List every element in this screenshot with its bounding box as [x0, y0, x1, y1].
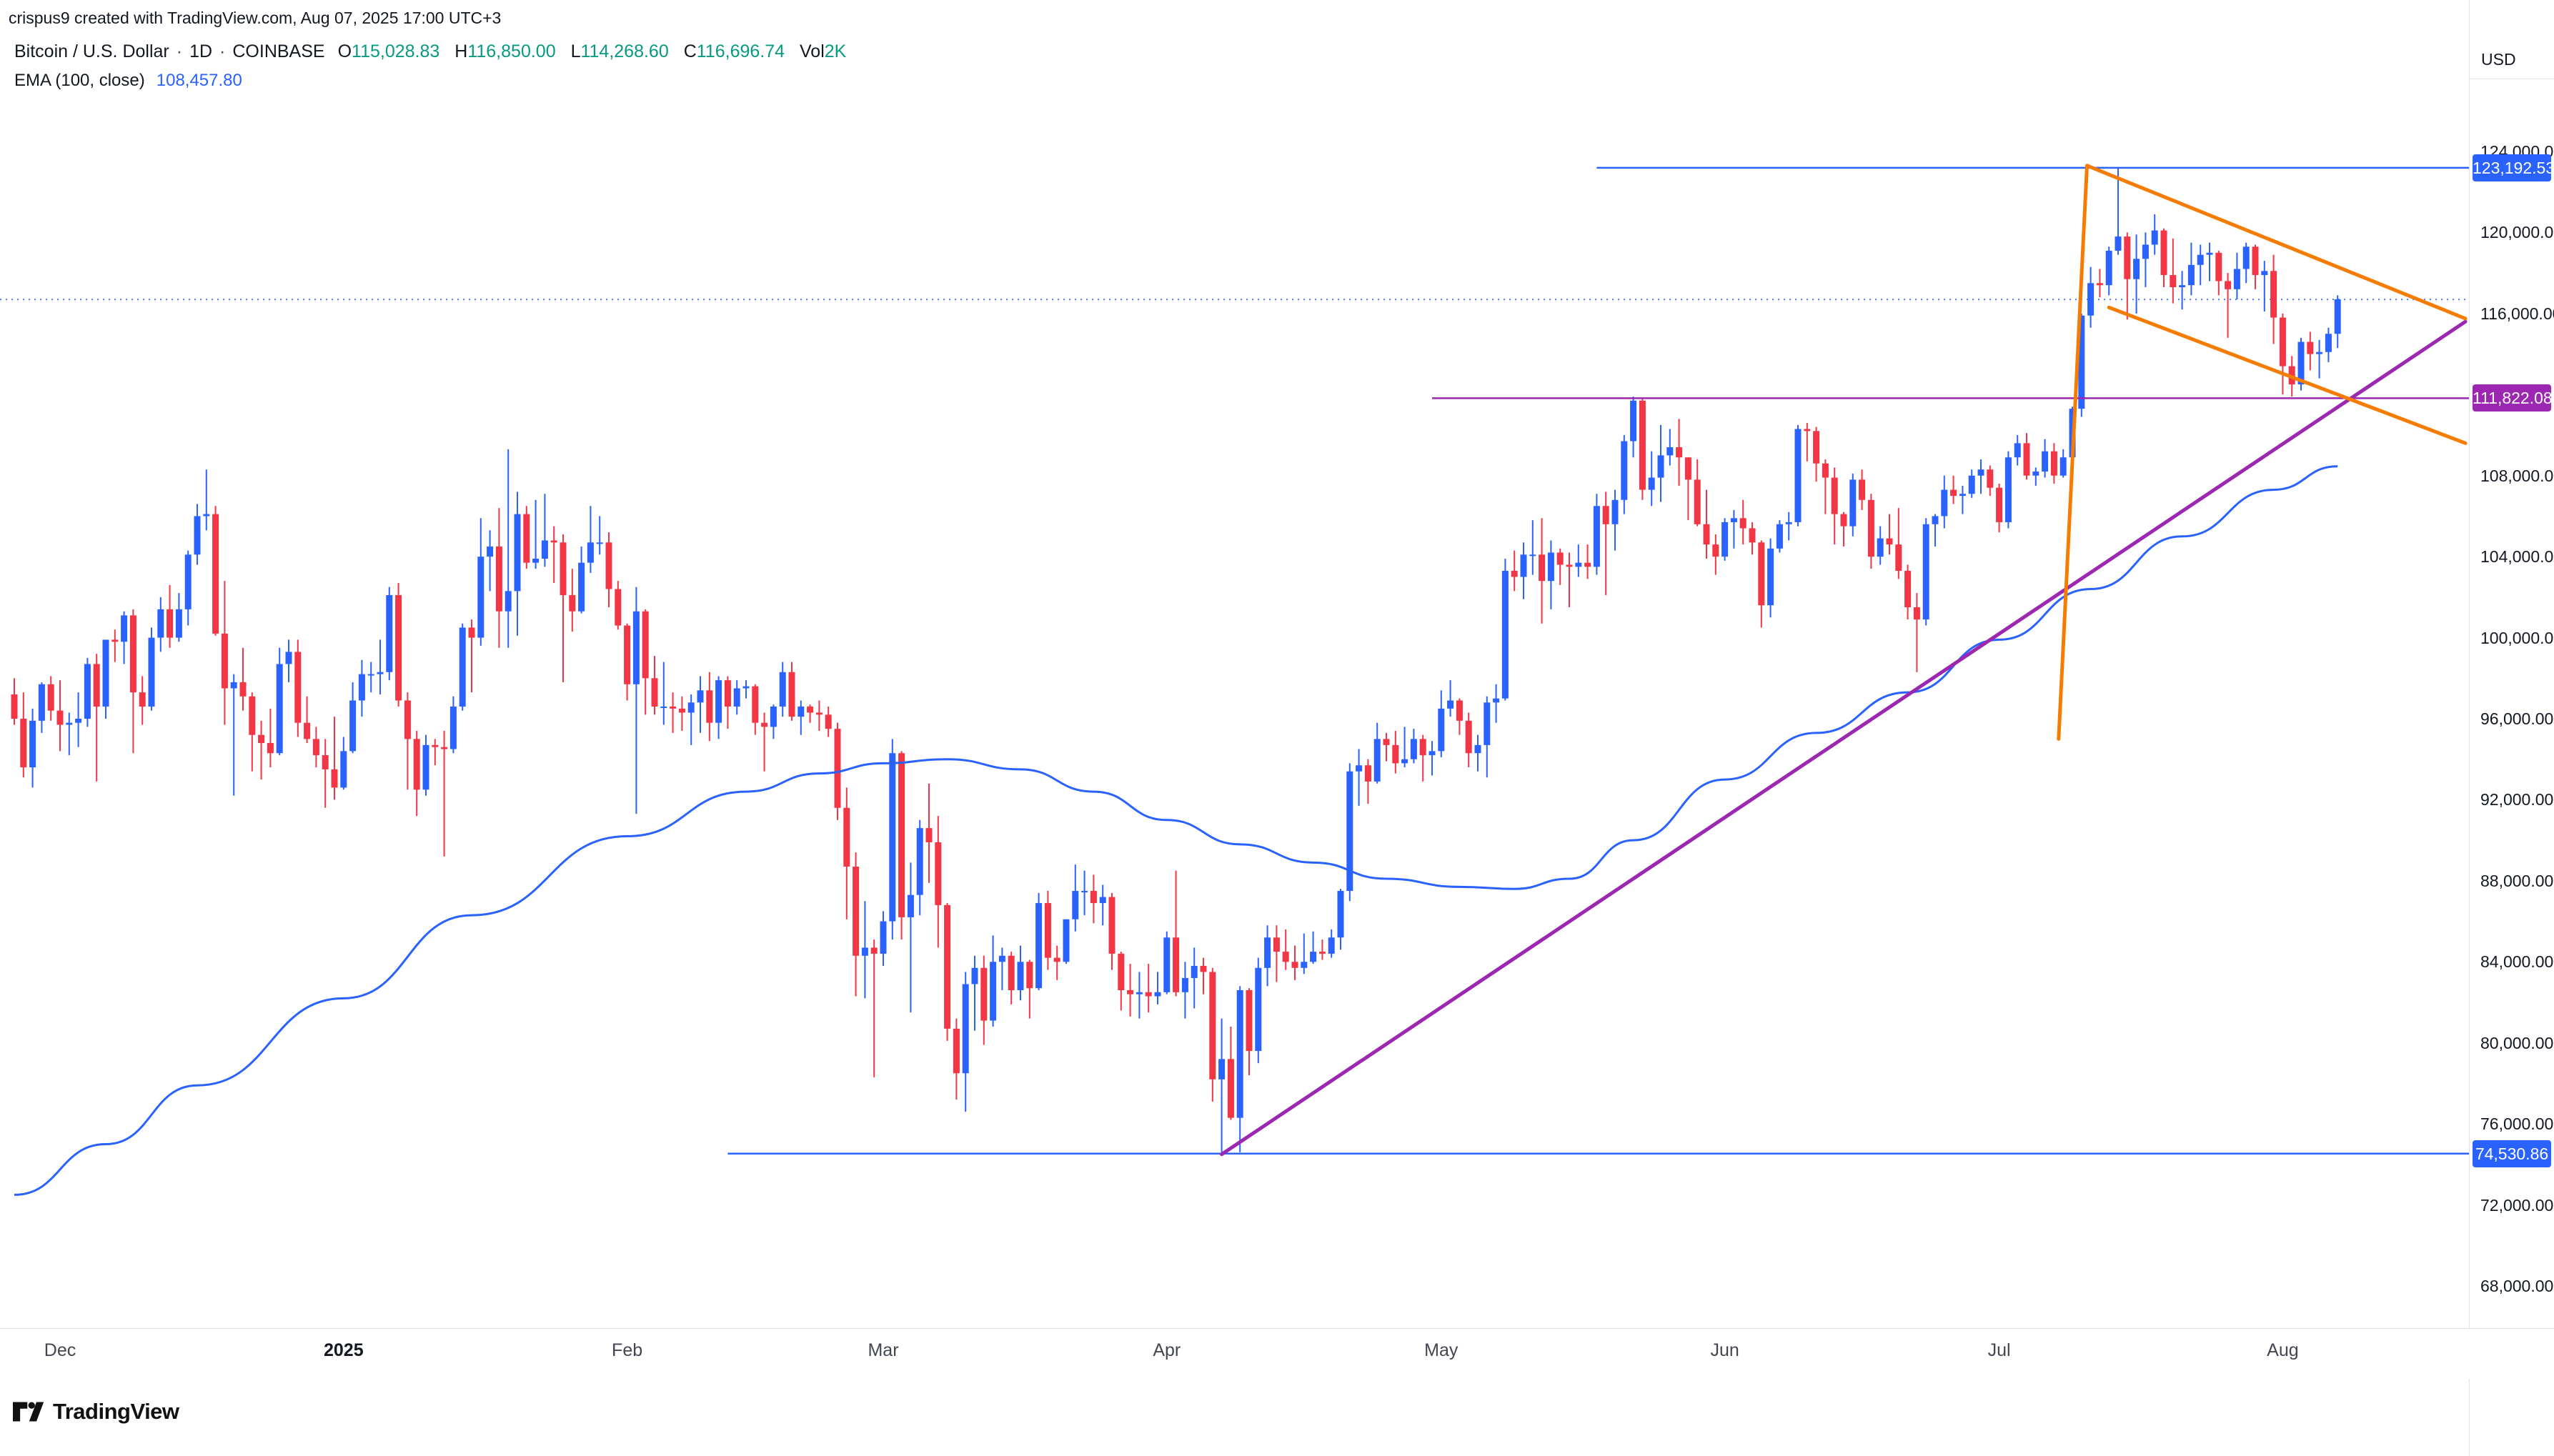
time-label-may: May [1424, 1340, 1459, 1360]
currency-label: USD [2481, 50, 2516, 69]
price-tick: 108,000.00 [2480, 466, 2554, 485]
ema-value: 108,457.80 [156, 71, 242, 90]
price-tick: 96,000.00 [2480, 709, 2554, 728]
time-label-jul: Jul [1987, 1340, 2011, 1360]
price-tick: 72,000.00 [2480, 1195, 2554, 1215]
legend-separator: · [219, 41, 226, 61]
time-axis[interactable]: Dec 2025 Feb Mar Apr May Jun Jul Aug [0, 1328, 2554, 1379]
tradingview-logo-text: TradingView [53, 1399, 179, 1424]
time-label-2025: 2025 [323, 1340, 364, 1360]
open-label: O [337, 41, 352, 61]
close-value: 116,696.74 [696, 41, 785, 61]
volume-label: Vol [800, 41, 825, 61]
interval-label[interactable]: 1D [189, 41, 213, 61]
price-line-label: 74,530.86 [2473, 1140, 2551, 1167]
price-axis[interactable]: USD 124,000.00120,000.00116,000.00108,00… [2469, 0, 2554, 1456]
price-line-label: 123,192.53 [2473, 154, 2554, 181]
price-tick: 80,000.00 [2480, 1033, 2554, 1052]
price-tick: 92,000.00 [2480, 790, 2554, 809]
price-tick: 104,000.00 [2480, 547, 2554, 567]
time-label-apr: Apr [1153, 1340, 1181, 1360]
indicator-legend[interactable]: EMA (100, close) 108,457.80 [14, 71, 242, 91]
volume-value: 2K [824, 41, 847, 61]
legend-separator: · [176, 41, 183, 61]
chart-attribution: crispus9 created with TradingView.com, A… [9, 9, 502, 27]
candlestick-chart[interactable] [0, 0, 2469, 1456]
time-label-jun: Jun [1710, 1340, 1739, 1360]
price-tick: 120,000.00 [2480, 223, 2554, 242]
tradingview-logo-icon [13, 1402, 44, 1422]
time-label-dec: Dec [44, 1340, 76, 1360]
symbol-title[interactable]: Bitcoin / U.S. Dollar [14, 41, 169, 61]
ohlc-values: O115,028.83 H116,850.00 L114,268.60 C116… [338, 41, 847, 62]
time-label-mar: Mar [868, 1340, 899, 1360]
open-value: 115,028.83 [352, 41, 440, 61]
price-line-label: 111,822.08 [2473, 384, 2553, 412]
price-tick: 84,000.00 [2480, 952, 2554, 972]
low-label: L [570, 41, 581, 61]
high-label: H [454, 41, 468, 61]
price-tick: 68,000.00 [2480, 1277, 2554, 1295]
ema-label: EMA (100, close) [14, 71, 145, 90]
price-tick: 100,000.00 [2480, 628, 2554, 647]
price-tick: 76,000.00 [2480, 1115, 2554, 1134]
exchange-label[interactable]: COINBASE [232, 41, 325, 61]
symbol-legend: Bitcoin / U.S. Dollar · 1D · COINBASE O1… [14, 41, 846, 62]
close-label: C [683, 41, 697, 61]
price-tick: 116,000.00 [2480, 304, 2554, 323]
time-label-feb: Feb [612, 1340, 643, 1360]
price-tick: 88,000.00 [2480, 871, 2554, 890]
high-value: 116,850.00 [467, 41, 556, 61]
low-value: 114,268.60 [580, 41, 669, 61]
time-label-aug: Aug [2267, 1340, 2299, 1360]
tradingview-logo[interactable]: TradingView [13, 1397, 179, 1426]
